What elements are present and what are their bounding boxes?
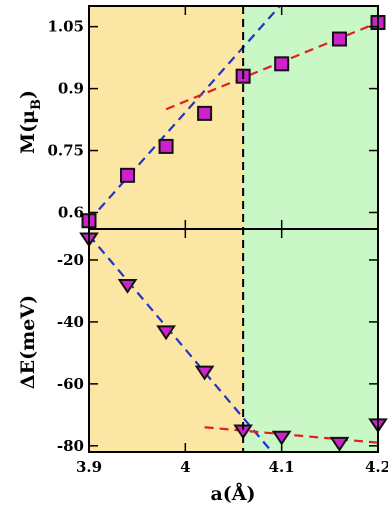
magnetization-panel: 0.6 0.75 0.9 1.05 M(μB) (17, 6, 386, 229)
y-tick-label: 0.6 (58, 203, 84, 221)
energy-panel: -20 -40 -60 -80 3.9 4 4.1 4.2 ΔE(meV) a(Å) (17, 6, 388, 505)
bottom-y-ticks: -20 -40 -60 -80 (57, 251, 378, 455)
y-tick-label: 1.05 (47, 18, 84, 36)
top-y-ticks: 0.6 0.75 0.9 1.05 (47, 18, 378, 221)
y-tick-label: -40 (57, 313, 84, 331)
x-tick-label: 3.9 (76, 458, 102, 476)
y-tick-label: -80 (57, 437, 84, 455)
x-tick-label: 4 (180, 458, 190, 476)
bottom-fit-lines (89, 234, 378, 452)
data-point (194, 365, 215, 381)
data-point (156, 325, 176, 341)
data-point (197, 105, 213, 121)
right-region-top (243, 6, 378, 229)
data-point (117, 278, 138, 294)
top-y-axis-label: M(μB) (17, 90, 44, 154)
data-point (274, 56, 290, 72)
data-point (329, 436, 350, 452)
y-tick-label: 0.9 (58, 80, 84, 98)
x-axis-label: a(Å) (210, 482, 255, 505)
right-region-bottom (243, 229, 378, 452)
data-point (158, 138, 174, 154)
fit-line (89, 6, 282, 222)
bottom-y-axis-label: ΔE(meV) (17, 295, 39, 389)
data-point (331, 31, 347, 47)
bottom-frame (88, 228, 379, 453)
top-fit-lines (89, 6, 378, 222)
x-tick-label: 4.1 (269, 458, 295, 476)
fit-line (165, 21, 378, 111)
top-markers (81, 15, 386, 229)
data-point (271, 430, 292, 446)
y-tick-label: -20 (57, 251, 84, 269)
y-tick-label: 0.75 (47, 142, 84, 160)
left-region-bottom (89, 229, 244, 452)
x-tick-label: 4.2 (365, 458, 388, 476)
fit-line (89, 234, 273, 452)
y-tick-label: -60 (57, 375, 84, 393)
data-point (120, 167, 136, 183)
